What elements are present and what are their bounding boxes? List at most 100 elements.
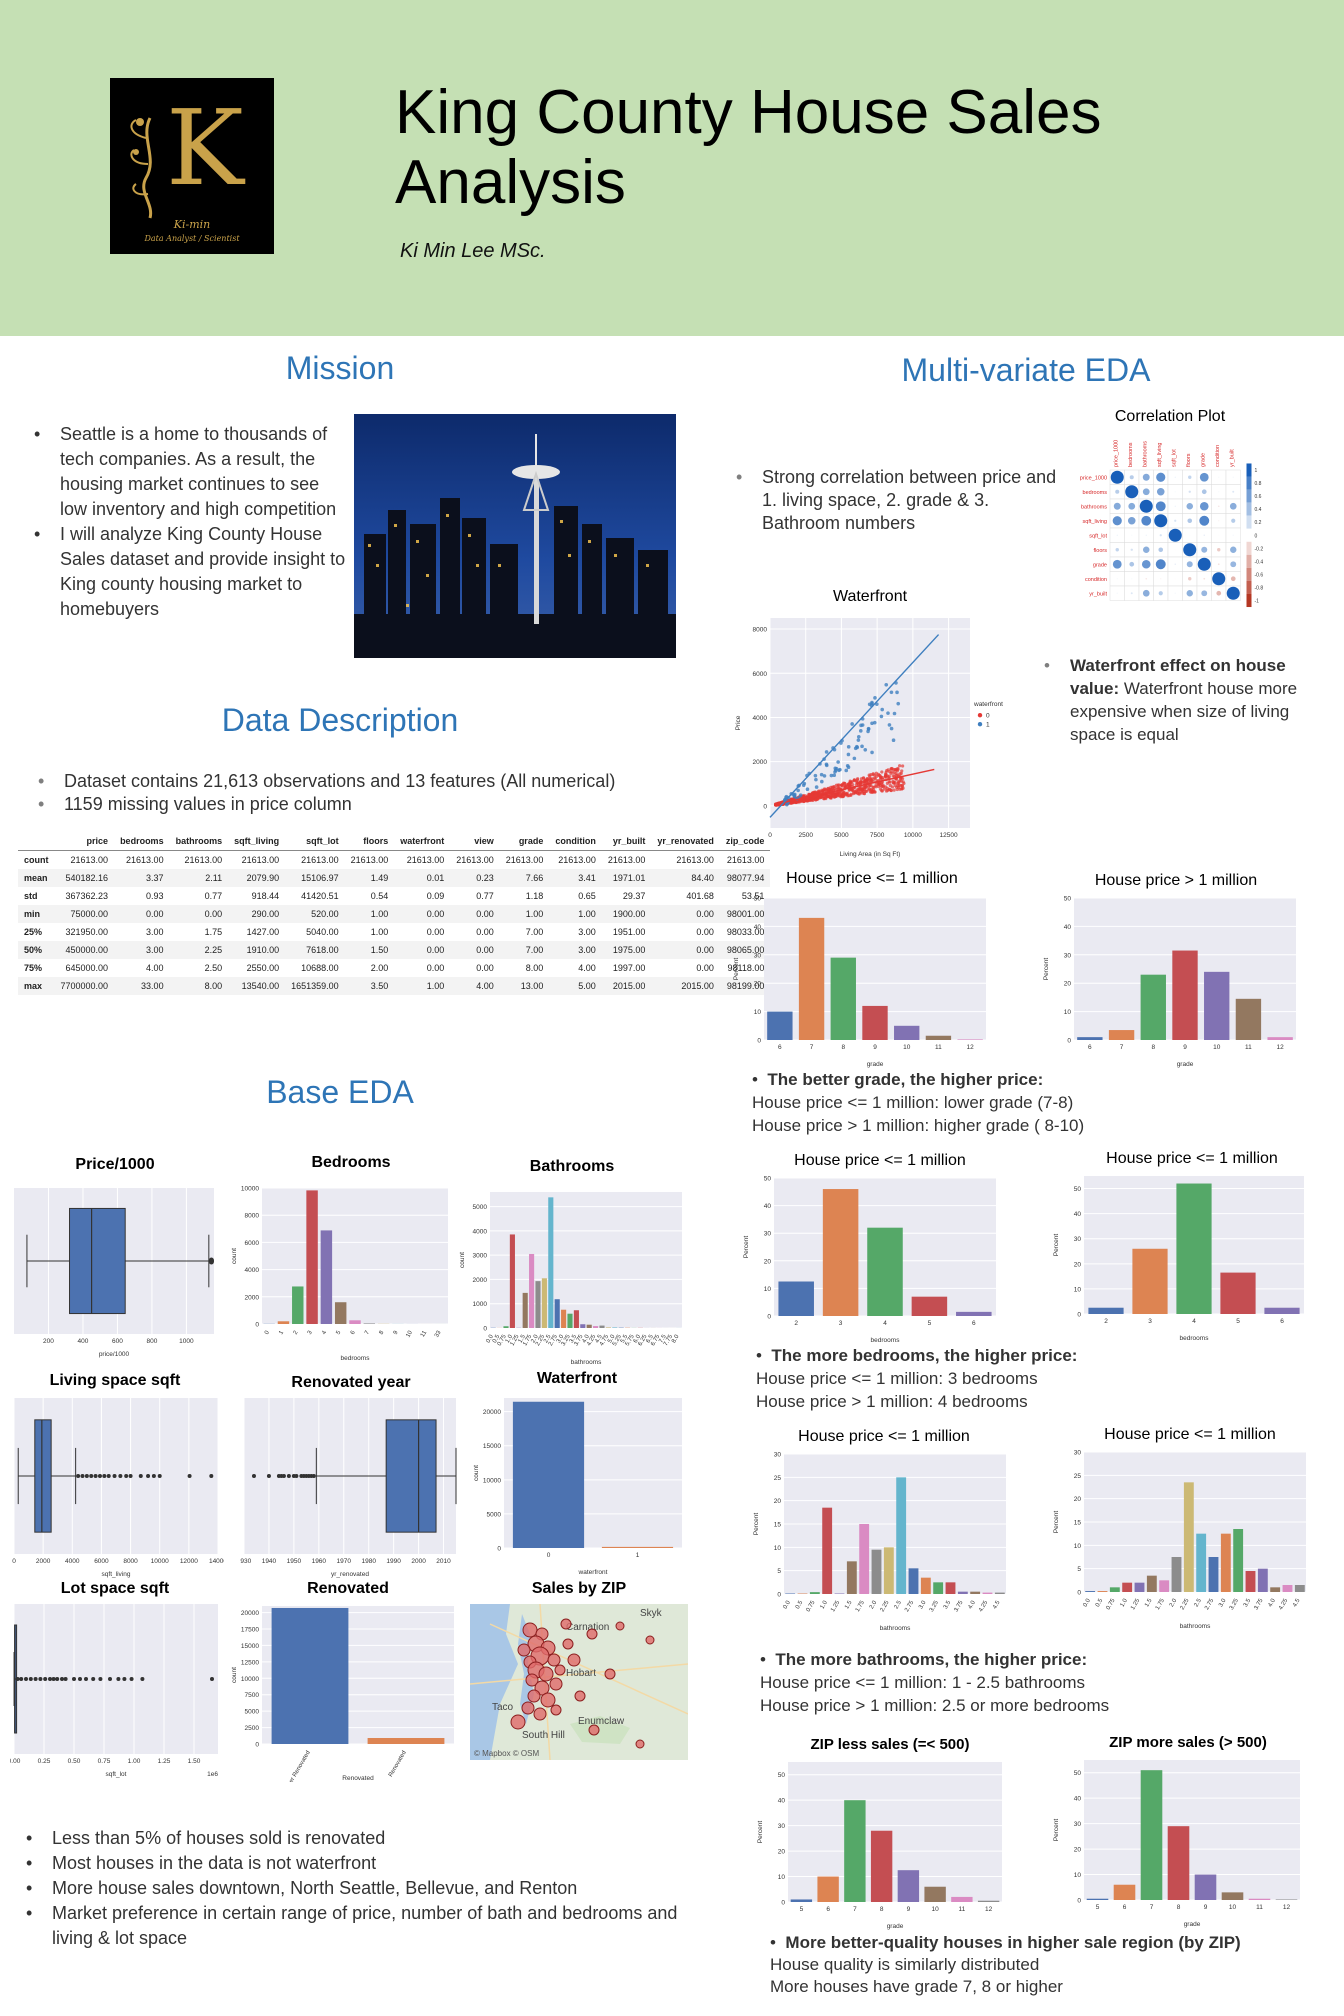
bar <box>1146 1575 1157 1592</box>
table-cell: 98001.00 <box>719 905 771 923</box>
table-cell: 3.41 <box>549 869 602 887</box>
x-tick-label: 9 <box>393 1329 400 1335</box>
corr-circle <box>1128 502 1136 510</box>
outlier-point <box>55 1677 60 1681</box>
x-tick-label: 1.25 <box>509 1333 520 1347</box>
x-tick-label: 1.5 <box>1144 1597 1154 1608</box>
table-cell: 98077.94 <box>719 869 771 887</box>
x-tick-label: 0 <box>768 832 772 839</box>
corr-circle <box>1218 534 1220 536</box>
x-axis-label: bedrooms <box>871 1337 901 1344</box>
bar <box>1235 998 1262 1040</box>
corr-circle <box>1130 592 1133 595</box>
map-sales-point <box>604 1668 616 1680</box>
table-cell: 21613.00 <box>558 855 596 865</box>
outlier-point <box>51 1677 56 1681</box>
corr-circle <box>1131 578 1133 580</box>
x-tick-label: 8 <box>378 1329 385 1335</box>
scatter-point <box>850 722 854 726</box>
bar <box>1171 1557 1182 1592</box>
plot-title: ZIP more sales (> 500) <box>1109 1734 1267 1751</box>
x-tick-label: 2 <box>293 1329 300 1335</box>
scatter-point <box>889 726 894 731</box>
outlier-point <box>209 1474 214 1478</box>
x-tick-label: 0 <box>12 1558 16 1565</box>
plot-title: Price/1000 <box>75 1156 155 1173</box>
table-row: 25% 321950.00 3.00 1.75 1427.00 5040.00 1.00 0.… <box>18 923 770 941</box>
table-cell: 0.00 <box>476 963 494 973</box>
table-cell: 321950.00 <box>65 927 109 937</box>
x-tick-label: 1.50 <box>188 1758 201 1765</box>
corr-circle <box>1145 534 1147 536</box>
corr-col-label: floors <box>1186 453 1192 467</box>
corr-circle <box>1174 549 1176 551</box>
scatter-point <box>857 788 861 792</box>
y-tick-label: 4000 <box>753 715 768 722</box>
y-tick-label: 40 <box>1074 1796 1082 1803</box>
x-tick-label: 10000 <box>151 1558 169 1565</box>
bar <box>1282 1585 1293 1592</box>
y-tick-label: 30 <box>774 1452 782 1459</box>
table-cell: 21613.00 <box>676 855 714 865</box>
map-sales-point <box>521 1701 535 1715</box>
plot-title: Sales by ZIP <box>531 1580 627 1597</box>
zip-more-barplot: 0 10 20 30 40 50 5 6 7 8 9 10 11 12 grade Percent <box>1053 1760 1300 1928</box>
x-tick-label: 12 <box>1277 1044 1285 1051</box>
table-cell: 21613.00 <box>607 855 646 865</box>
corr-circle <box>1201 489 1207 495</box>
table-cell: 5040.00 <box>306 927 339 937</box>
x-tick-label: 3.25 <box>561 1333 572 1347</box>
base-bullet: More house sales downtown, North Seattle… <box>20 1876 710 1901</box>
table-cell: 1.49 <box>344 869 395 887</box>
x-axis-label: sqft_living <box>102 1571 131 1578</box>
scatter-point <box>900 787 904 791</box>
outlier-point <box>146 1474 151 1478</box>
corr-circle <box>1127 516 1136 525</box>
table-cell: 0.00 <box>426 963 445 973</box>
x-tick-label: 5.75 <box>625 1333 636 1347</box>
data-description-title: Data Description <box>221 702 459 738</box>
x-tick-label: 2.25 <box>535 1333 546 1347</box>
plot-area <box>1084 1760 1300 1900</box>
table-row: 50% 450000.00 3.00 2.25 1910.00 7618.00 1.50 0.… <box>18 941 771 959</box>
note-bold: Waterfront effect on house value: <box>1070 656 1286 698</box>
bar <box>535 1281 541 1328</box>
table-header-cell: view <box>450 832 500 851</box>
box <box>385 1419 437 1533</box>
x-tick-label: 2.25 <box>880 1599 891 1613</box>
note-line: House quality is similarly distributed <box>770 1955 1040 1974</box>
seattle-skyline-photo <box>354 414 676 658</box>
y-tick-label: 0 <box>1077 1590 1081 1597</box>
bar <box>561 1309 567 1328</box>
y-tick-label: 0 <box>777 1592 781 1599</box>
table-cell: 645000.00 <box>65 963 109 973</box>
bar <box>911 1296 948 1316</box>
x-tick-label: 1.00 <box>128 1758 141 1765</box>
table-cell: 0.00 <box>696 963 714 973</box>
table-cell: 0.00 <box>651 941 720 959</box>
x-tick-label: 3.25 <box>929 1599 940 1613</box>
map-sales-point <box>510 1714 526 1730</box>
box <box>69 1207 126 1315</box>
data-description-bullets: Dataset contains 21,613 observations and… <box>32 770 692 816</box>
corr-circle <box>1156 487 1165 496</box>
plot-title: Renovated year <box>291 1374 411 1391</box>
scatter-point <box>858 729 863 733</box>
corr-circle <box>1112 516 1122 526</box>
corr-circle <box>1203 534 1205 536</box>
scatter-point <box>880 789 884 793</box>
table-cell: 33.00 <box>114 977 170 995</box>
outlier-point <box>251 1474 256 1478</box>
table-header-cell: sqft_lot <box>285 832 345 851</box>
outlier-point <box>157 1474 162 1478</box>
x-tick-label: 4.25 <box>978 1599 989 1613</box>
corr-scale-label: 0.2 <box>1255 520 1262 526</box>
y-tick-label: 30 <box>1074 1821 1082 1828</box>
bar <box>822 1189 859 1316</box>
bar <box>1086 1898 1109 1900</box>
table-cell: 15106.97 <box>285 869 345 887</box>
y-tick-label: 50 <box>1074 1770 1082 1777</box>
table-cell: 1.75 <box>204 927 223 937</box>
corr-circle <box>1226 586 1240 600</box>
y-tick-label: 25 <box>1074 1473 1082 1480</box>
